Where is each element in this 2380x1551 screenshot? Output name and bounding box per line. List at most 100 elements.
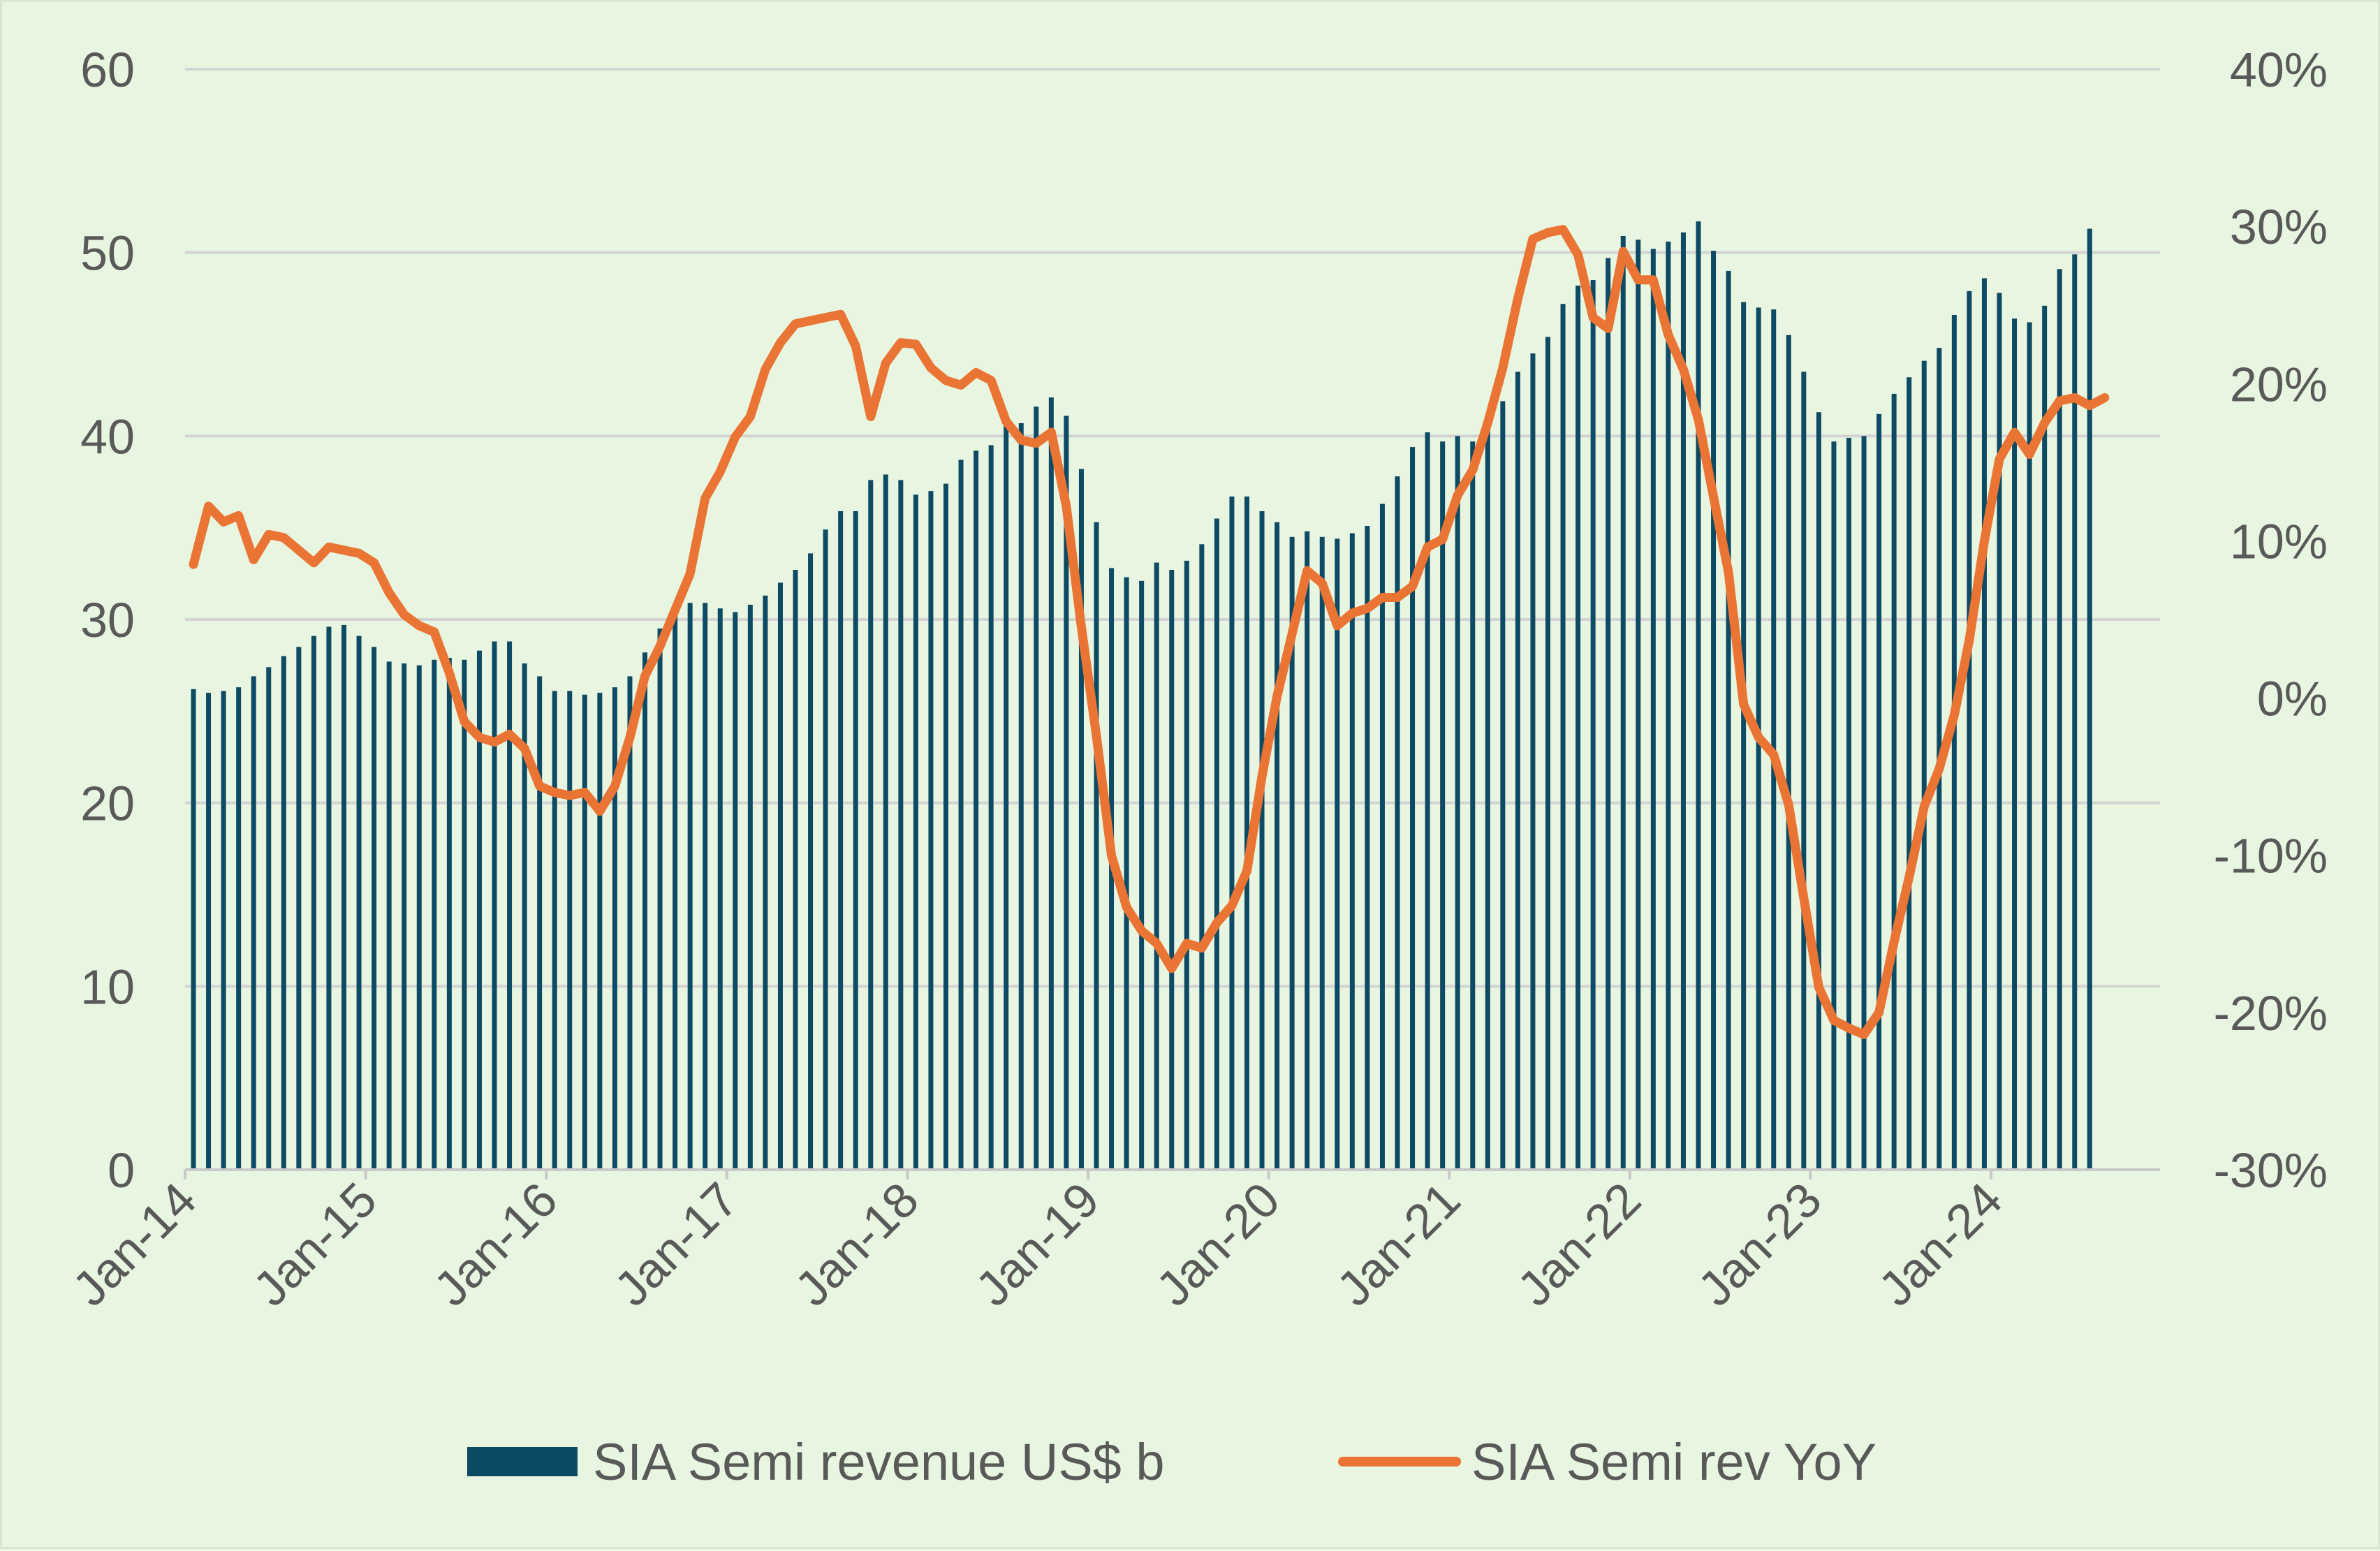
revenue-bar [1515,372,1520,1170]
revenue-bar [462,659,467,1170]
line-series [189,225,2110,1039]
revenue-bar [1440,441,1446,1170]
x-tick-label: Jan-23 [1687,1172,1832,1316]
revenue-bar [1229,497,1235,1170]
right-tick-label: -20% [2214,986,2328,1041]
revenue-bar [1711,251,1717,1170]
revenue-bar [1365,526,1370,1170]
revenue-bar [251,676,256,1170]
revenue-bar [1154,562,1159,1170]
revenue-bar [1078,469,1084,1170]
revenue-bar [808,553,814,1170]
axes [184,1168,2160,1179]
right-tick-label: -10% [2214,829,2328,883]
revenue-bar [1907,377,1912,1170]
x-tick-label: Jan-16 [423,1172,568,1316]
revenue-bar [703,603,708,1170]
revenue-bar [1801,372,1807,1170]
revenue-bar [1530,353,1536,1170]
revenue-bar [372,647,377,1170]
revenue-bar [612,687,617,1170]
left-tick-label: 50 [80,226,135,281]
revenue-bar [1560,304,1566,1170]
revenue-bar [1921,360,1927,1170]
revenue-bar [1680,232,1686,1170]
revenue-bar [1214,518,1219,1170]
revenue-bar [402,663,407,1170]
revenue-bar [2042,305,2048,1170]
revenue-bar [1876,413,1882,1170]
revenue-bar [1305,531,1310,1170]
revenue-bar [1545,337,1550,1170]
revenue-bar [266,667,272,1170]
revenue-bar [898,480,904,1170]
revenue-bar [823,529,828,1170]
revenue-bar [928,491,934,1170]
revenue-bar [492,641,497,1170]
revenue-bar [1485,422,1490,1170]
revenue-bar [868,480,874,1170]
revenue-bar [2057,269,2062,1170]
revenue-bar [793,570,798,1170]
x-tick-label: Jan-18 [784,1172,929,1316]
x-tick-label: Jan-22 [1507,1172,1652,1316]
revenue-bar [1018,422,1024,1170]
revenue-bar [1319,536,1325,1170]
revenue-bar [296,647,302,1170]
right-tick-label: 0% [2257,672,2328,726]
revenue-bar [476,650,482,1170]
revenue-bar [1034,406,1039,1170]
revenue-bar [673,612,678,1170]
left-axis-ticks: 0 10 20 30 40 50 60 [80,43,135,1198]
right-tick-label: 10% [2230,514,2328,568]
left-tick-label: 60 [80,43,135,97]
revenue-bar [1169,570,1175,1170]
revenue-bar [567,691,573,1170]
revenue-bar [1425,432,1430,1170]
left-tick-label: 20 [80,777,135,831]
revenue-bar [522,663,527,1170]
revenue-bar [1831,441,1837,1170]
left-tick-label: 10 [80,960,135,1014]
revenue-bar [1981,278,1987,1170]
revenue-bar [432,659,437,1170]
revenue-bar [1620,236,1626,1170]
revenue-bar [1816,412,1821,1170]
revenue-bar [883,474,888,1170]
revenue-bar [747,604,753,1170]
revenue-bar [2087,228,2092,1170]
x-tick-label: Jan-19 [965,1172,1110,1316]
revenue-bar [1470,441,1476,1170]
revenue-bar [1275,522,1280,1170]
revenue-bar [1259,511,1265,1170]
revenue-bar [206,693,212,1170]
revenue-bar [838,511,844,1170]
revenue-bar [1004,421,1009,1170]
revenue-bar [582,694,587,1170]
revenue-bar [416,665,422,1170]
revenue-bar [1861,436,1867,1170]
revenue-bar [717,608,723,1170]
revenue-bar [777,582,783,1170]
revenue-bar [341,624,346,1170]
revenue-bar [1650,249,1656,1170]
revenue-bar [1139,580,1145,1170]
bar-series [191,221,2092,1170]
revenue-bar [1696,221,1701,1170]
revenue-bar [191,689,196,1170]
legend-line-label: SIA Semi rev YoY [1471,1433,1876,1491]
revenue-bar [988,445,994,1170]
revenue-bar [1726,270,1731,1170]
revenue-bar [733,612,738,1170]
revenue-bar [311,635,316,1170]
revenue-bar [386,661,392,1170]
revenue-bar [974,450,979,1170]
revenue-bar [1349,533,1355,1170]
revenue-bar [236,687,242,1170]
revenue-bar [507,641,513,1170]
revenue-bar [1094,522,1099,1170]
revenue-bar [1289,536,1295,1170]
revenue-bar [1997,293,2002,1170]
revenue-bar [1199,544,1205,1170]
